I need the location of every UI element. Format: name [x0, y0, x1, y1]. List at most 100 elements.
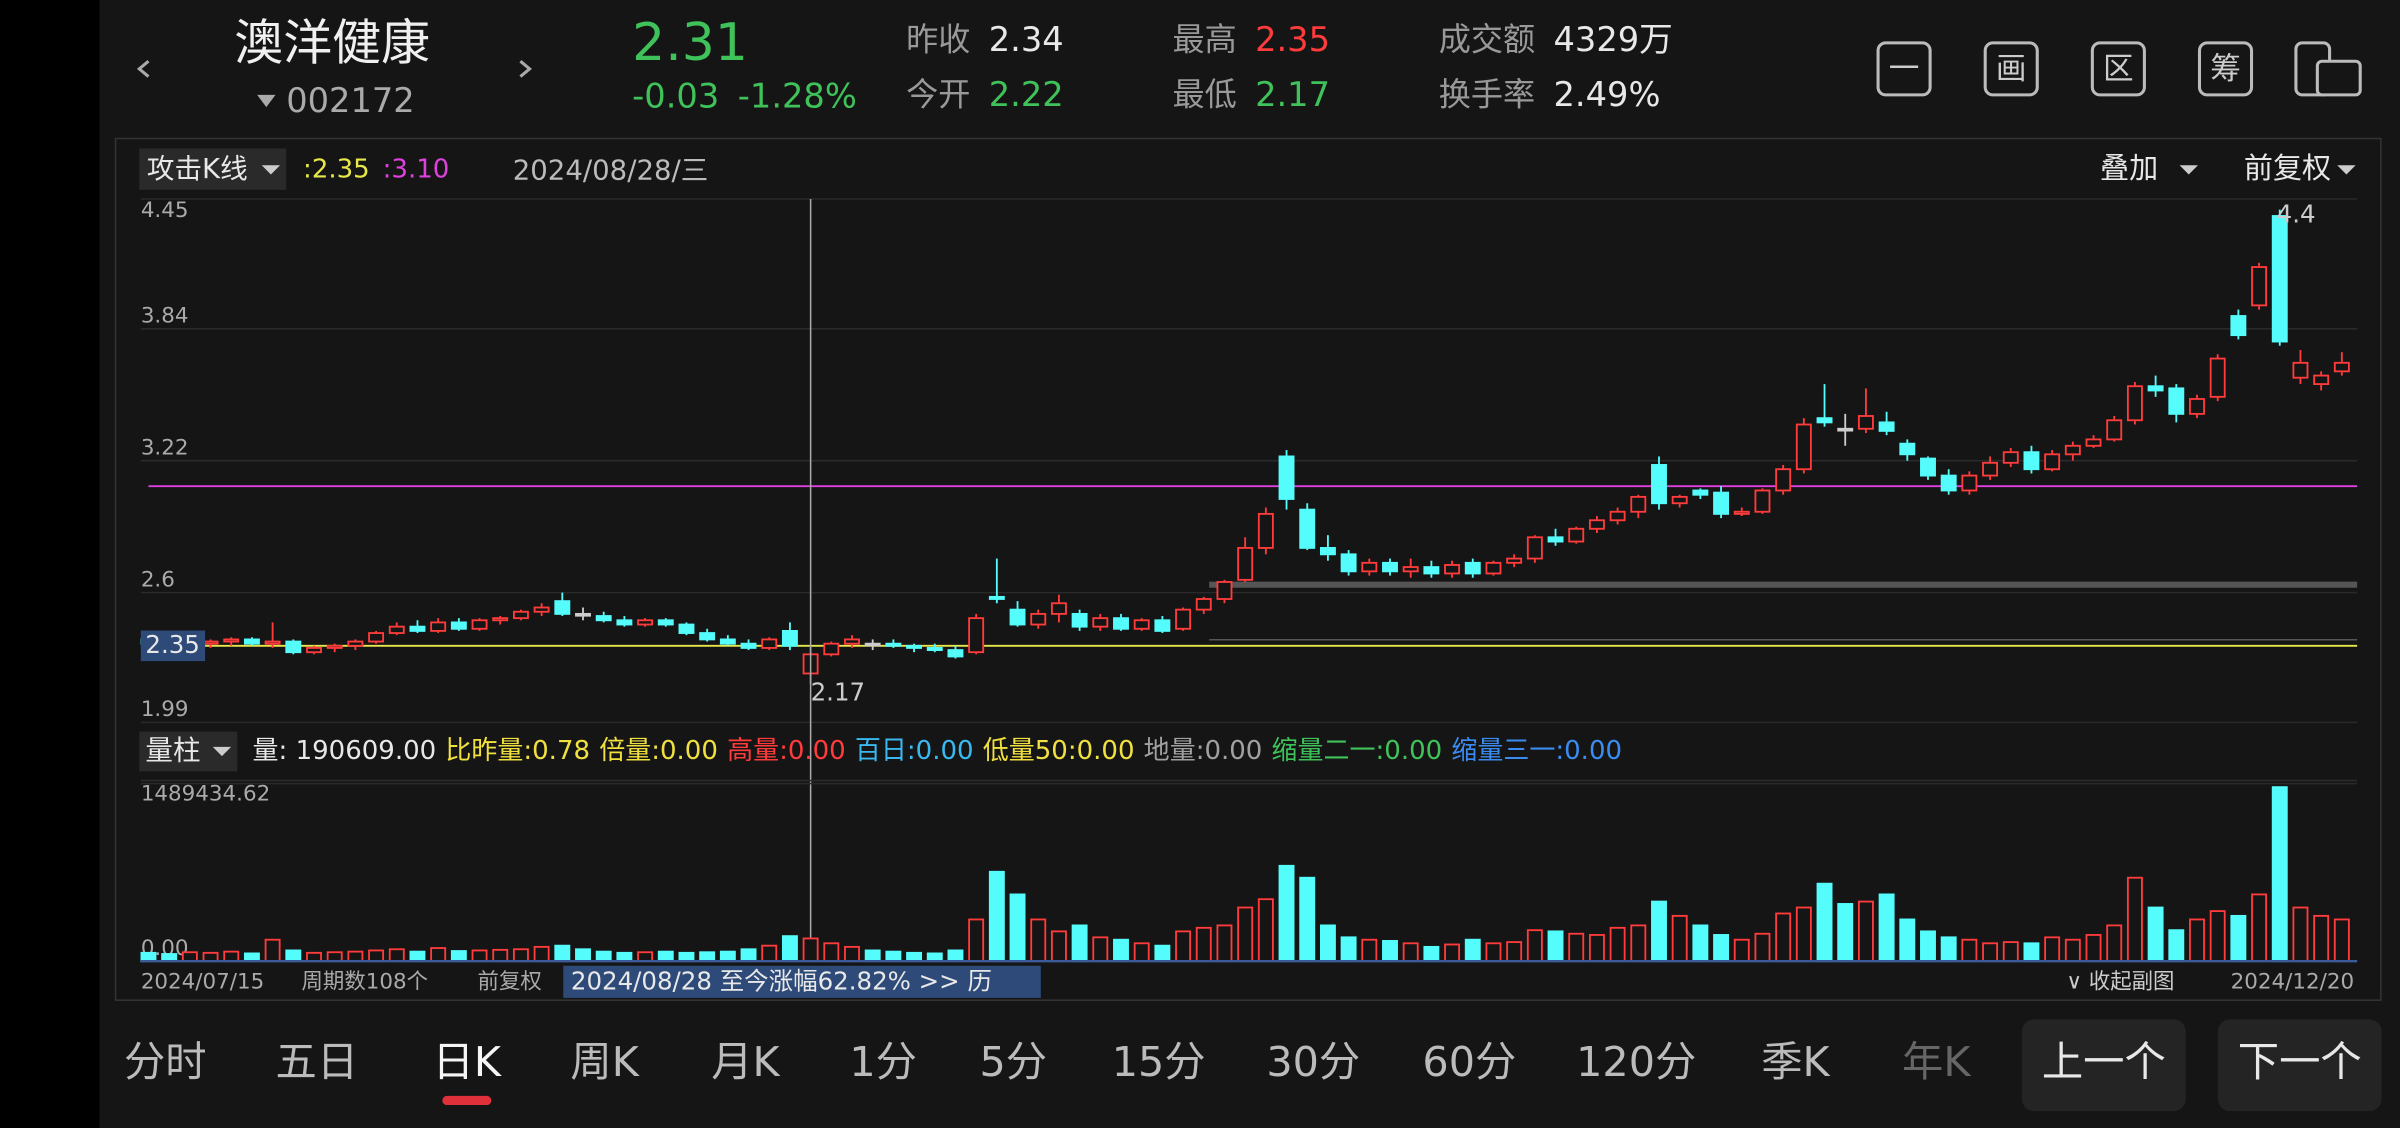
candle-body: [1030, 612, 1047, 626]
volume-bar: [492, 948, 509, 963]
tool-button[interactable]: [1983, 41, 2039, 97]
volume-bar: [1961, 938, 1978, 963]
rotate-icon-part: [2315, 59, 2362, 97]
period-tab[interactable]: 120分: [1576, 1038, 1696, 1086]
volume-bar: [1775, 912, 1792, 963]
candle-body: [616, 619, 633, 626]
volume-indicator: 百日:0.00: [855, 736, 974, 766]
candle-body: [1237, 547, 1254, 581]
volume-bar: [616, 951, 633, 963]
indicator-select[interactable]: [139, 148, 287, 190]
candle-body: [1568, 527, 1585, 543]
tool-button[interactable]: [1876, 41, 1932, 97]
chart-panel: [114, 137, 2382, 1001]
volume-bar: [740, 948, 757, 963]
price-chart: 1.99 2.6 3.22 3.84 4.45 2.17 4.4 2.35: [140, 198, 2358, 962]
period-tab[interactable]: 日K: [433, 1038, 502, 1086]
footer-adjust: 前复权: [478, 970, 542, 995]
adjust-button[interactable]: 前复权: [2244, 151, 2331, 185]
period-tab[interactable]: 5分: [979, 1038, 1047, 1086]
tool-label: 一: [1889, 52, 1920, 87]
low-label: 2.17: [811, 677, 865, 706]
volume-bar: [1133, 942, 1150, 963]
period-tab[interactable]: 1分: [849, 1038, 917, 1086]
candle-body: [761, 638, 778, 649]
candle-body: [1319, 547, 1336, 556]
volume-bar: [1878, 893, 1895, 963]
volume-bar: [2147, 906, 2164, 963]
period-tab[interactable]: 年K: [1902, 1038, 1971, 1086]
candle-body: [202, 640, 219, 645]
nav-button[interactable]: [2217, 1019, 2382, 1112]
tool-label: 区: [2103, 52, 2134, 87]
candle-body: [388, 625, 405, 634]
volume-bar: [388, 948, 405, 963]
candle-body: [1920, 457, 1936, 477]
candle-body: [1257, 512, 1274, 549]
candle-body: [1278, 455, 1295, 500]
stat-value: 4329万: [1554, 20, 1673, 59]
dropdown-arrow: [261, 165, 281, 175]
period-tab[interactable]: 15分: [1112, 1038, 1206, 1086]
dropdown-arrow: [2179, 165, 2198, 175]
volume-bar: [181, 951, 198, 963]
volume-bar: [719, 950, 736, 963]
volume-bar: [347, 950, 364, 963]
candle-body: [1588, 519, 1605, 530]
volume-bar: [554, 944, 571, 963]
volume-bar: [140, 951, 157, 963]
period-tab[interactable]: 30分: [1266, 1038, 1360, 1086]
candle-body: [2292, 361, 2309, 379]
period-tab[interactable]: 60分: [1422, 1038, 1516, 1086]
volume-bar: [1920, 930, 1936, 963]
tool-label: 画: [1996, 52, 2027, 87]
volume-bar: [409, 950, 426, 963]
volume-indicator: 比昨量:0.78: [445, 736, 590, 766]
range-text: 2024/08/28 至今涨幅62.82% >> 历: [571, 967, 992, 996]
candle-body: [554, 600, 571, 615]
period-tab[interactable]: 分时: [124, 1038, 207, 1086]
collapse-button[interactable]: ∨ 收起副图: [2066, 970, 2174, 995]
candle-body: [657, 619, 674, 626]
overlay-button[interactable]: 叠加: [2100, 151, 2158, 185]
volume-bar: [823, 942, 840, 963]
next-stock-arrow[interactable]: [519, 60, 532, 78]
volume-bar: [1568, 932, 1585, 963]
candle-body: [575, 612, 591, 617]
volume-bar: [1671, 914, 1688, 963]
nav-button[interactable]: [2021, 1019, 2186, 1112]
period-tab[interactable]: 五日: [276, 1038, 359, 1086]
y-tick-label: 3.22: [141, 435, 189, 460]
range-badge[interactable]: [563, 965, 1041, 998]
volume-bar: [1899, 918, 1916, 963]
prev-stock-arrow[interactable]: [136, 60, 150, 78]
volume-indicator: 量: 190609.00: [253, 736, 437, 766]
tool-button[interactable]: [2090, 41, 2146, 97]
tool-button[interactable]: [2197, 41, 2254, 97]
y-tick-label: 1.99: [141, 697, 189, 722]
volume-bar: [223, 950, 240, 963]
volume-bar: [885, 950, 902, 963]
volume-bar: [1485, 942, 1502, 963]
period-tab[interactable]: 季K: [1761, 1038, 1830, 1086]
start-date: 2024/07/15: [141, 970, 264, 995]
volume-bar: [968, 918, 985, 963]
period-tab[interactable]: 月K: [711, 1038, 780, 1086]
code-dropdown[interactable]: [257, 94, 276, 108]
volume-indicator: 低量50:0.00: [983, 736, 1135, 766]
candle-body: [450, 621, 467, 630]
y-tick-label: 2.6: [141, 567, 175, 592]
candle-body: [1754, 489, 1771, 513]
volume-bar: [1361, 938, 1378, 963]
volume-bar: [781, 935, 798, 963]
volume-bar: [533, 945, 550, 963]
volume-bar: [471, 949, 488, 963]
volume-bar: [1857, 900, 1874, 963]
period-tab[interactable]: 周K: [570, 1038, 639, 1086]
volume-bar: [1733, 938, 1750, 963]
volume-bar: [2333, 918, 2350, 963]
volume-bar: [202, 951, 219, 963]
volume-bar: [2168, 929, 2185, 963]
level-badge-text: 2.35: [145, 630, 199, 659]
